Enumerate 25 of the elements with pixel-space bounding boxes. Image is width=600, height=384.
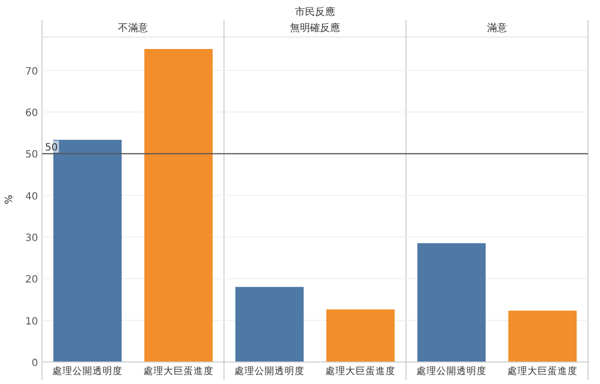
x-tick-label: 處理公開透明度 <box>234 365 304 377</box>
text: 不滿意 <box>118 22 148 34</box>
ref-line-label: 50 <box>45 142 58 154</box>
y-tick-label: 60 <box>25 108 38 119</box>
y-tick-label: 40 <box>25 191 38 202</box>
y-axis-title: % <box>4 194 15 204</box>
x-tick-label: 處理公開透明度 <box>52 365 122 377</box>
x-tick-label: 處理大巨蛋進度 <box>144 365 214 377</box>
bar <box>508 310 577 362</box>
chart-title: 市民反應 <box>295 6 335 18</box>
bar <box>235 286 304 362</box>
x-tick-label: 處理大巨蛋進度 <box>326 365 396 377</box>
y-tick-label: 20 <box>25 274 38 286</box>
y-tick-label: 0 <box>32 358 38 369</box>
y-tick-label: 10 <box>25 316 38 328</box>
x-tick-label: 處理大巨蛋進度 <box>508 365 578 377</box>
text: 滿意 <box>487 22 507 34</box>
bar <box>417 243 486 362</box>
x-tick-label: 處理公開透明度 <box>416 365 486 377</box>
bar <box>326 309 395 362</box>
y-tick-label: 70 <box>25 66 38 78</box>
bar <box>144 49 213 362</box>
y-tick-label: 30 <box>25 233 38 244</box>
y-tick-label: 50 <box>25 150 38 161</box>
text: 無明確反應 <box>290 22 340 34</box>
